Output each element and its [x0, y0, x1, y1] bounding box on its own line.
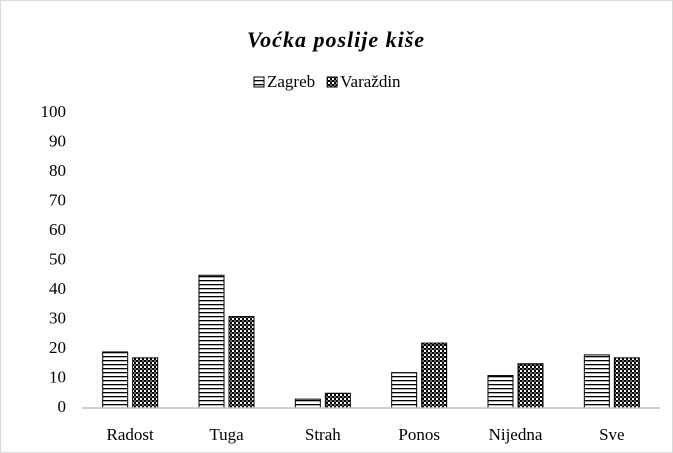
x-tick-label: Strah	[305, 425, 341, 444]
y-tick-label: 50	[49, 249, 66, 268]
y-tick-label: 30	[49, 308, 66, 327]
y-tick-label: 80	[49, 161, 66, 180]
y-tick-label: 60	[49, 220, 66, 239]
y-tick-label: 90	[49, 131, 66, 150]
x-tick-label: Sve	[599, 425, 625, 444]
bar	[198, 274, 225, 409]
bar	[324, 392, 351, 409]
y-tick-label: 20	[49, 338, 66, 357]
bar	[487, 375, 514, 409]
bar	[421, 342, 448, 409]
legend-swatch	[326, 76, 338, 88]
x-tick-label: Ponos	[398, 425, 440, 444]
legend-swatch	[253, 76, 265, 88]
bar	[228, 316, 255, 409]
y-tick-label: 10	[49, 367, 66, 386]
bar	[391, 372, 418, 409]
bar	[583, 354, 610, 409]
y-tick-label: 40	[49, 279, 66, 298]
legend-label: Varaždin	[340, 72, 401, 91]
bar	[613, 357, 640, 409]
bar	[102, 351, 129, 409]
x-tick-label: Nijedna	[489, 425, 543, 444]
x-tick-label: Tuga	[209, 425, 244, 444]
legend-label: Zagreb	[267, 72, 315, 91]
bar	[132, 357, 159, 409]
y-tick-label: 70	[49, 190, 66, 209]
chart-title: Voćka poslije kiše	[247, 27, 425, 52]
y-tick-label: 0	[58, 397, 67, 416]
y-tick-label: 100	[41, 102, 67, 121]
x-tick-label: Radost	[107, 425, 155, 444]
bar	[294, 398, 321, 409]
bar	[517, 363, 544, 409]
